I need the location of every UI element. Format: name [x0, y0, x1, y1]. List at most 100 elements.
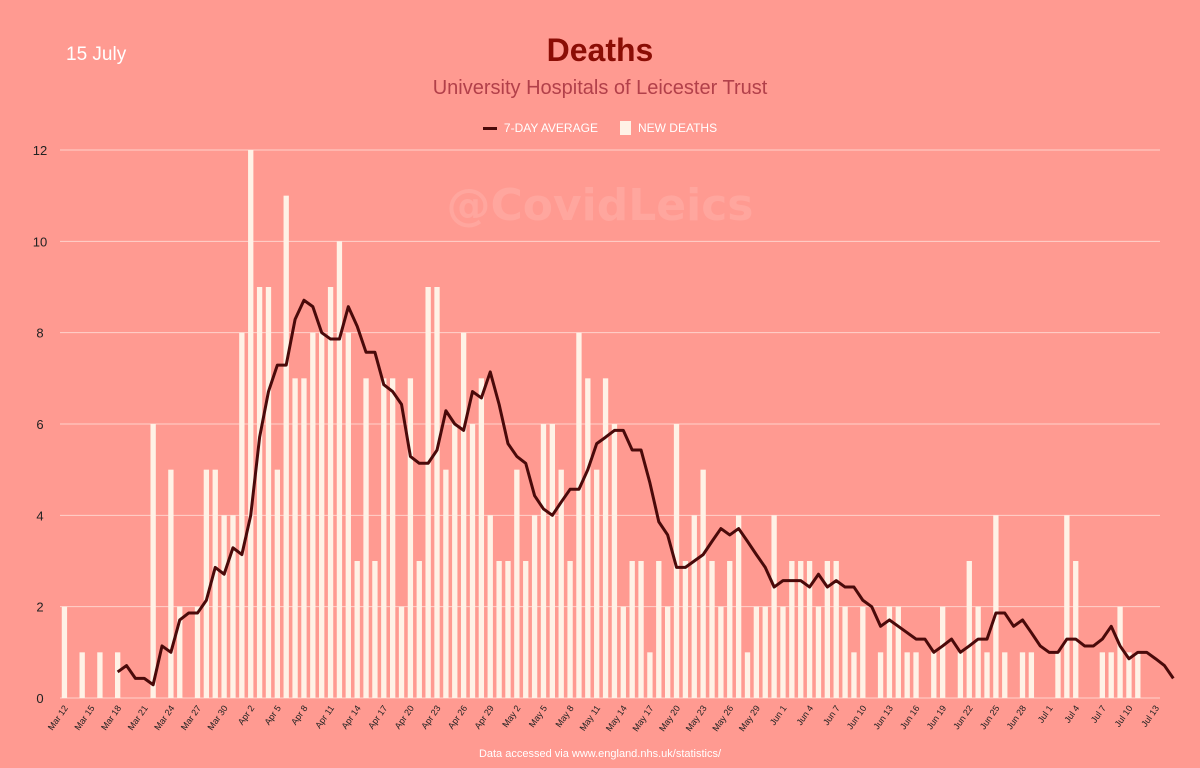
- death-bar: [1073, 561, 1079, 698]
- bars: [61, 150, 1141, 699]
- x-tick-label: Jun 28: [1004, 703, 1028, 731]
- death-bar: [594, 469, 600, 698]
- x-tick-label: Mar 21: [126, 703, 150, 732]
- x-tick-label: Apr 26: [446, 703, 469, 730]
- x-tick-label: Jun 22: [951, 703, 975, 731]
- watermark: @CovidLeics: [446, 180, 754, 231]
- x-tick-label: Apr 14: [339, 703, 362, 730]
- death-bar: [381, 378, 387, 698]
- death-bar: [177, 606, 183, 698]
- death-bar: [531, 515, 538, 698]
- death-bar: [212, 469, 218, 698]
- legend-item-average: 7-DAY AVERAGE: [482, 121, 598, 135]
- death-bar: [354, 561, 360, 698]
- x-tick-label: Jun 10: [845, 703, 869, 731]
- death-bar: [265, 287, 272, 698]
- death-bar: [549, 424, 555, 698]
- x-tick-label: May 23: [684, 703, 709, 733]
- death-bar: [798, 561, 804, 698]
- x-tick-label: May 20: [657, 703, 682, 733]
- death-bar: [895, 606, 901, 698]
- x-tick-label: Mar 24: [152, 703, 176, 732]
- y-tick-label: 8: [36, 326, 43, 341]
- x-tick-label: Apr 11: [313, 703, 336, 730]
- death-bar: [1019, 652, 1026, 698]
- x-tick-label: Jun 1: [768, 703, 789, 727]
- x-tick-label: May 29: [737, 703, 762, 733]
- death-bar: [79, 652, 85, 698]
- y-tick-label: 6: [36, 417, 43, 432]
- death-bar: [629, 561, 635, 698]
- x-tick-label: Mar 18: [99, 703, 123, 732]
- x-tick-label: Mar 27: [179, 703, 203, 732]
- x-tick-label: Jun 13: [871, 703, 895, 731]
- x-tick-label: Apr 2: [236, 703, 257, 726]
- y-tick-label: 10: [33, 234, 47, 249]
- x-tick-label: Jul 7: [1089, 703, 1108, 724]
- legend: 7-DAY AVERAGE NEW DEATHS: [0, 121, 1200, 135]
- death-bar: [274, 469, 280, 698]
- x-tick-label: Apr 29: [472, 703, 495, 730]
- death-bar: [762, 606, 768, 698]
- death-bar: [1002, 652, 1008, 698]
- death-bar: [248, 150, 254, 698]
- death-bar: [203, 469, 210, 698]
- x-tick-label: Jul 13: [1139, 703, 1161, 728]
- death-bar: [576, 332, 582, 698]
- death-bar: [460, 332, 467, 698]
- death-bar: [744, 652, 751, 698]
- y-axis: 0 2 4 6 8 10 12: [33, 143, 47, 706]
- x-tick-label: Jul 10: [1113, 703, 1135, 728]
- death-bar: [824, 561, 830, 698]
- death-bar: [150, 424, 156, 698]
- death-bar: [709, 561, 715, 698]
- death-bar: [434, 287, 440, 698]
- death-bar: [1055, 652, 1061, 698]
- x-tick-label: Jul 4: [1062, 703, 1081, 724]
- legend-item-new-deaths: NEW DEATHS: [619, 121, 717, 135]
- data-source-footer: Data accessed via www.england.nhs.uk/sta…: [478, 748, 722, 760]
- death-bar: [115, 652, 121, 698]
- y-tick-label: 0: [36, 691, 43, 706]
- x-tick-label: Apr 5: [262, 703, 283, 726]
- death-bar: [221, 515, 227, 698]
- death-bar: [984, 652, 990, 698]
- death-bar: [966, 561, 972, 698]
- x-tick-label: Jul 1: [1036, 703, 1055, 724]
- x-tick-label: Jun 7: [821, 703, 842, 727]
- x-tick-label: Jun 16: [898, 703, 922, 731]
- x-tick-label: May 11: [578, 703, 603, 732]
- average-line-group: [116, 298, 1175, 687]
- death-bar: [452, 424, 458, 698]
- death-bar: [514, 469, 520, 698]
- line-swatch-icon: [482, 126, 497, 130]
- death-bar: [886, 606, 893, 698]
- x-tick-label: Apr 8: [289, 703, 310, 726]
- death-bar: [585, 378, 591, 698]
- death-bar: [292, 378, 298, 698]
- seven-day-average-line: [116, 298, 1175, 687]
- death-bar: [301, 378, 307, 698]
- death-bar: [390, 378, 396, 698]
- death-bar: [283, 195, 289, 698]
- death-bar: [771, 515, 777, 698]
- x-tick-label: Mar 30: [205, 703, 229, 732]
- death-bar: [913, 652, 919, 698]
- death-bar: [487, 515, 493, 698]
- death-bar: [806, 561, 813, 698]
- death-bar: [789, 561, 795, 698]
- death-bar: [735, 515, 742, 698]
- death-bar: [611, 424, 618, 698]
- death-bar: [256, 287, 263, 698]
- death-bar: [718, 606, 724, 698]
- death-bar: [620, 606, 626, 698]
- death-bar: [665, 606, 671, 698]
- x-tick-label: May 2: [500, 703, 522, 729]
- death-bar: [993, 515, 999, 698]
- death-bar: [425, 287, 431, 698]
- death-bar: [1099, 652, 1105, 698]
- x-tick-label: Apr 20: [393, 703, 416, 730]
- death-bar: [691, 515, 697, 698]
- death-bar: [239, 332, 245, 698]
